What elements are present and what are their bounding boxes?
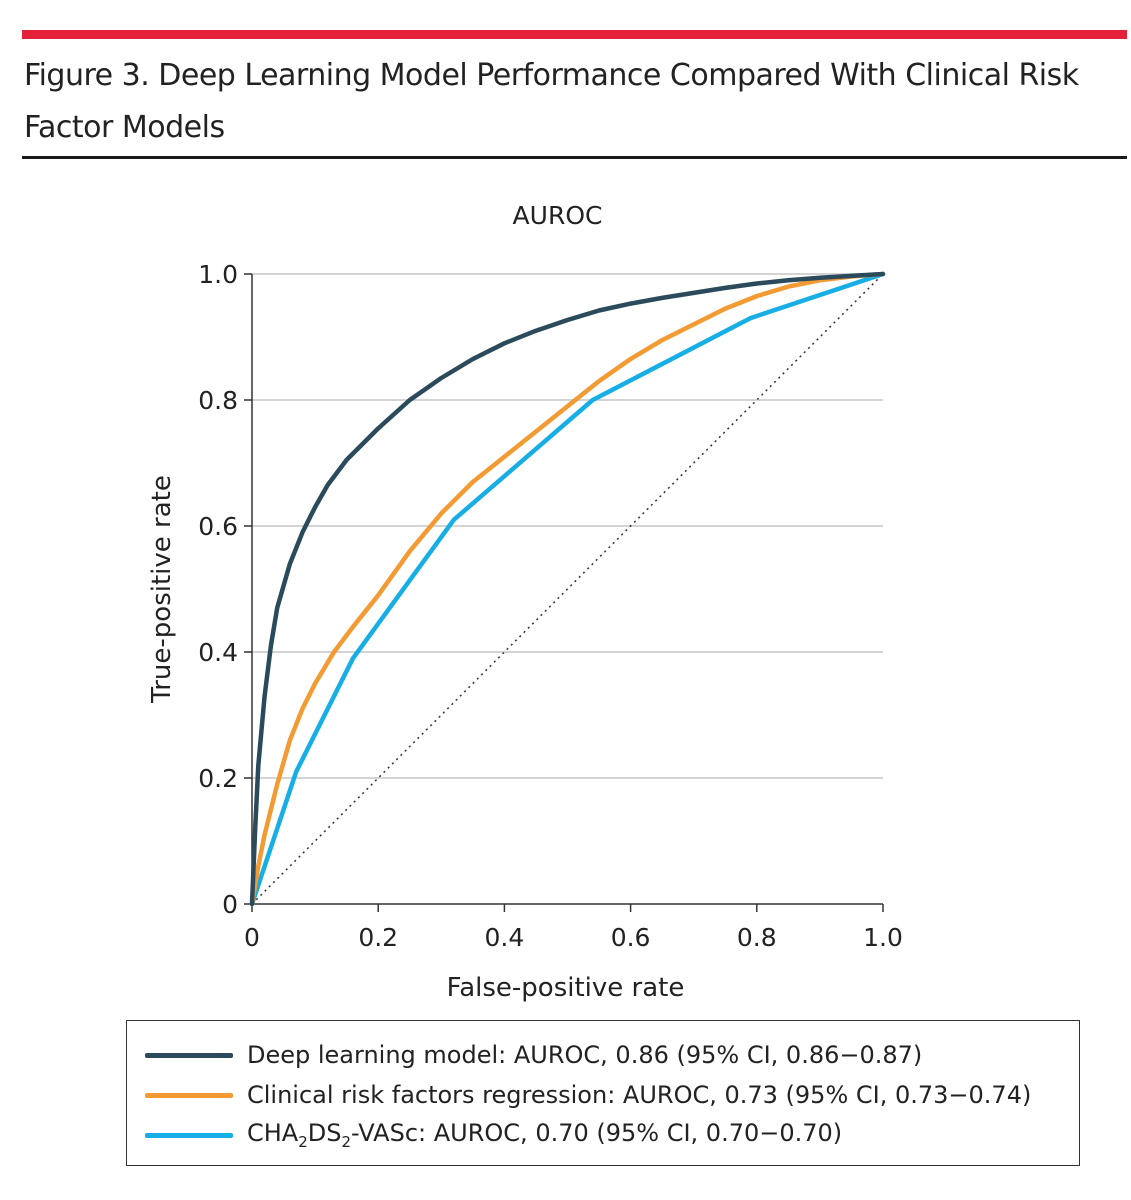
legend-swatch-deep-learning: [145, 1052, 233, 1058]
x-tick-label-1: 0.2: [358, 923, 398, 952]
x-tick-label-2: 0.4: [485, 923, 525, 952]
series-line-cha2ds2-vasc: [249, 271, 886, 907]
legend-swatch-cha2ds2-vasc: [145, 1132, 233, 1138]
y-tick-label-4: 0.8: [198, 386, 238, 415]
x-tick-label-4: 0.8: [737, 923, 777, 952]
y-tick-label-1: 0.2: [198, 764, 238, 793]
y-tick-label-0: 0: [222, 890, 238, 919]
legend-label-clinical-regression: Clinical risk factors regression: AUROC,…: [247, 1081, 1032, 1109]
x-tick-label-3: 0.6: [611, 923, 651, 952]
y-tick-label-5: 1.0: [198, 260, 238, 289]
x-axis-label: False-positive rate: [447, 973, 685, 1003]
chart-title: AUROC: [513, 201, 603, 230]
legend-label-deep-learning: Deep learning model: AUROC, 0.86 (95% CI…: [247, 1041, 923, 1069]
chart-legend: Deep learning model: AUROC, 0.86 (95% CI…: [126, 1020, 1080, 1166]
x-tick-label-5: 1.0: [863, 923, 903, 952]
y-axis-label: True-positive rate: [147, 475, 177, 704]
series-line-clinical-regression: [249, 271, 886, 907]
legend-swatch-clinical-regression: [145, 1092, 233, 1098]
y-tick-label-3: 0.6: [198, 512, 238, 541]
roc-chart: AUROC 0 0.2 0.4 0.6 0.8 1.0 0 0.2 0.4 0.6 0.8 1.0 Fal…: [147, 201, 903, 1003]
legend-item-cha2ds2-vasc: CHA2DS2-VASc: AUROC, 0.70 (95% CI, 0.70−…: [145, 1115, 842, 1155]
reference-diagonal-line: [251, 273, 884, 905]
series-line-deep-learning: [249, 271, 886, 907]
figure-title: Figure 3. Deep Learning Model Performanc…: [24, 58, 1079, 145]
x-tick-label-0: 0: [244, 923, 260, 952]
legend-label-cha2ds2-vasc: CHA2DS2-VASc: AUROC, 0.70 (95% CI, 0.70−…: [247, 1119, 843, 1151]
legend-item-deep-learning: Deep learning model: AUROC, 0.86 (95% CI…: [145, 1035, 922, 1075]
legend-item-clinical-regression: Clinical risk factors regression: AUROC,…: [145, 1075, 1031, 1115]
y-tick-label-2: 0.4: [198, 638, 238, 667]
top-accent-rule: [22, 30, 1127, 39]
title-underline-rule: [22, 156, 1127, 159]
